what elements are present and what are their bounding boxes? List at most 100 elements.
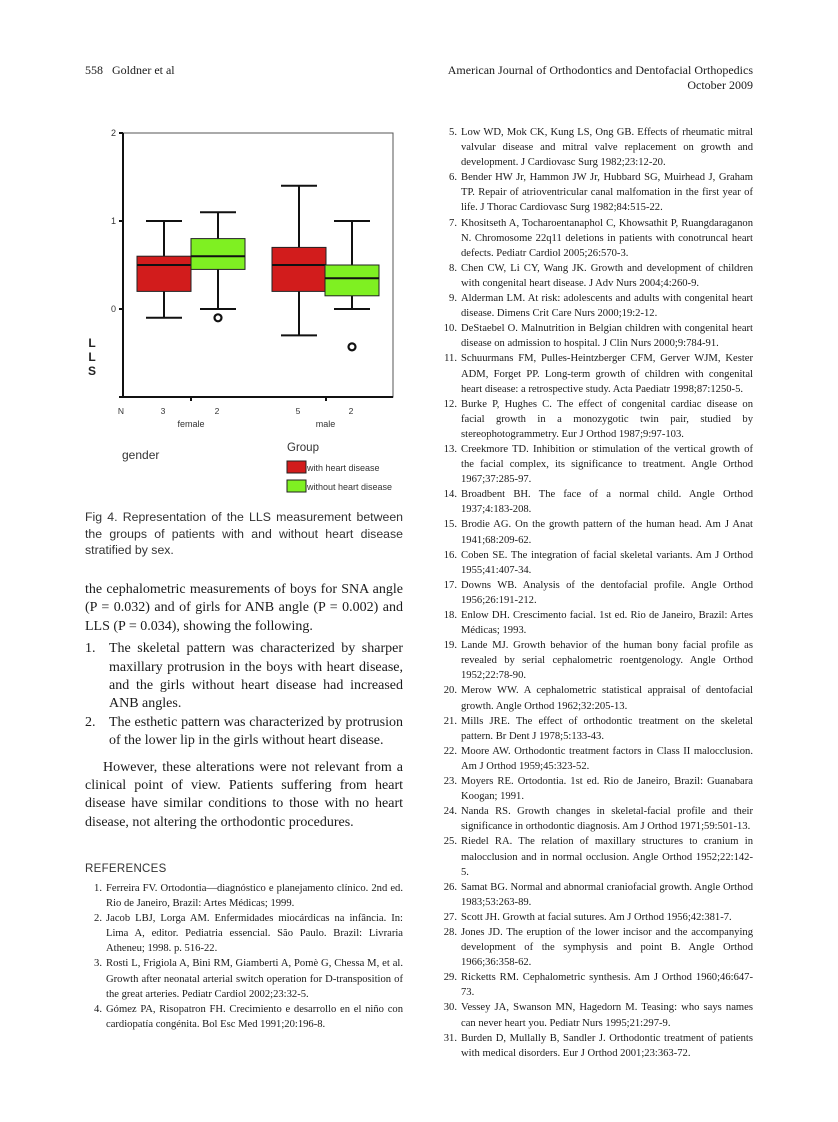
- item-text: Chen CW, Li CY, Wang JK. Growth and deve…: [461, 262, 753, 289]
- item-number: 29.: [443, 972, 457, 984]
- references-list-right: 5. Low WD, Mok CK, Kung LS, Ong GB. Effec…: [440, 125, 753, 1061]
- legend-entry: without heart disease: [306, 482, 392, 492]
- reference-item: 18. Enlow DH. Crescimento facial. 1st ed.…: [440, 608, 753, 638]
- item-text: Mills JRE. The effect of orthodontic tre…: [461, 715, 753, 742]
- figure-caption: Fig 4. Representation of the LLS measure…: [85, 510, 403, 558]
- item-text: Samat BG. Normal and abnormal craniofaci…: [461, 881, 753, 908]
- item-number: 2.: [85, 714, 96, 730]
- n-label: N: [118, 406, 124, 416]
- reference-item: 10. DeStaebel O. Malnutrition in Belgian …: [440, 321, 753, 351]
- item-number: 5.: [449, 127, 457, 138]
- y-axis-label-letter: S: [88, 364, 96, 378]
- item-number: 25.: [443, 836, 457, 848]
- item-number: 6.: [449, 172, 457, 184]
- item-number: 22.: [443, 745, 457, 757]
- reference-item: 8. Chen CW, Li CY, Wang JK. Growth and de…: [440, 261, 753, 291]
- item-text: Downs WB. Analysis of the dentofacial pr…: [461, 579, 753, 606]
- item-text: Vessey JA, Swanson MN, Hagedorn M. Teasi…: [461, 1002, 753, 1029]
- item-text: Schuurmans FM, Pulles-Heintzberger CFM, …: [461, 353, 753, 395]
- category-label: male: [316, 419, 336, 429]
- item-number: 3.: [94, 958, 102, 970]
- reference-item: 2. Jacob LBJ, Lorga AM. Enfermidades mioc…: [85, 911, 403, 956]
- finding-item: 2. The esthetic pattern was characterized…: [85, 714, 403, 751]
- item-text: Ferreira FV. Ortodontia—diagnóstico e pl…: [106, 883, 403, 910]
- item-text: Rosti L, Frigiola A, Bini RM, Giamberti …: [106, 958, 403, 1000]
- issue-date: October 2009: [687, 78, 753, 92]
- legend-entry: with heart disease: [306, 463, 380, 473]
- item-text: Nanda RS. Growth changes in skeletal-fac…: [461, 806, 753, 833]
- box: [136, 255, 192, 292]
- item-number: 28.: [443, 926, 457, 938]
- category-label: female: [177, 419, 204, 429]
- item-number: 4.: [94, 1003, 102, 1015]
- item-number: 23.: [443, 776, 457, 788]
- reference-item: 20. Merow WW. A cephalometric statistical…: [440, 683, 753, 713]
- item-text: Alderman LM. At risk: adolescents and ad…: [461, 293, 753, 320]
- item-number: 16.: [443, 549, 457, 561]
- item-text: Brodie AG. On the growth pattern of the …: [461, 519, 753, 546]
- n-count-label: 5: [296, 406, 301, 416]
- reference-item: 19. Lande MJ. Growth behavior of the huma…: [440, 638, 753, 683]
- outlier-point: [213, 313, 223, 323]
- item-text: Coben SE. The integration of facial skel…: [461, 549, 753, 576]
- item-number: 19.: [443, 640, 457, 652]
- legend-swatch: [286, 460, 307, 474]
- reference-item: 26. Samat BG. Normal and abnormal craniof…: [440, 880, 753, 910]
- item-text: Burden D, Mullally B, Sandler J. Orthodo…: [461, 1032, 753, 1059]
- references-list-left: 1. Ferreira FV. Ortodontia—diagnóstico e …: [85, 881, 403, 1032]
- item-text: Broadbent BH. The face of a normal child…: [461, 489, 753, 516]
- reference-item: 21. Mills JRE. The effect of orthodontic …: [440, 714, 753, 744]
- y-axis-label-letter: L: [88, 336, 95, 350]
- item-number: 8.: [449, 262, 457, 274]
- item-text: Bender HW Jr, Hammon JW Jr, Hubbard SG, …: [461, 172, 753, 214]
- item-number: 18.: [443, 610, 457, 621]
- item-text: Moore AW. Orthodontic treatment factors …: [461, 745, 753, 772]
- item-number: 30.: [443, 1002, 457, 1014]
- findings-list: 1. The skeletal pattern was characterized…: [85, 640, 403, 750]
- n-count-label: 2: [349, 406, 354, 416]
- reference-item: 5. Low WD, Mok CK, Kung LS, Ong GB. Effec…: [440, 125, 753, 170]
- reference-item: 22. Moore AW. Orthodontic treatment facto…: [440, 744, 753, 774]
- x-axis-label: gender: [122, 448, 159, 462]
- y-tick-label: 2: [111, 128, 116, 138]
- reference-item: 15. Brodie AG. On the growth pattern of t…: [440, 517, 753, 547]
- item-text: Moyers RE. Ortodontia. 1st ed. Rio de Ja…: [461, 776, 753, 803]
- item-text: The skeletal pattern was characterized b…: [109, 641, 403, 712]
- y-axis-label-letter: L: [88, 350, 95, 364]
- reference-item: 7. Khositseth A, Tocharoentanaphol C, Kho…: [440, 216, 753, 261]
- reference-item: 3. Rosti L, Frigiola A, Bini RM, Giambert…: [85, 956, 403, 1001]
- body-text: the cephalometric measurements of boys f…: [85, 581, 403, 832]
- reference-item: 11. Schuurmans FM, Pulles-Heintzberger CF…: [440, 351, 753, 396]
- item-text: Merow WW. A cephalometric statistical ap…: [461, 685, 753, 712]
- item-number: 31.: [443, 1032, 457, 1044]
- references-heading: REFERENCES: [85, 863, 167, 875]
- box-female-0: [136, 220, 192, 319]
- item-text: Scott JH. Growth at facial sutures. Am J…: [461, 911, 732, 923]
- item-text: Lande MJ. Growth behavior of the human b…: [461, 640, 753, 682]
- reference-item: 14. Broadbent BH. The face of a normal ch…: [440, 487, 753, 517]
- item-number: 14.: [443, 489, 457, 501]
- reference-item: 9. Alderman LM. At risk: adolescents and …: [440, 291, 753, 321]
- item-text: DeStaebel O. Malnutrition in Belgian chi…: [461, 323, 753, 350]
- item-number: 17.: [443, 579, 457, 591]
- legend-swatch: [286, 479, 307, 493]
- reference-item: 12. Burke P, Hughes C. The effect of cong…: [440, 397, 753, 442]
- reference-item: 6. Bender HW Jr, Hammon JW Jr, Hubbard SG…: [440, 170, 753, 215]
- running-header-left: 558 Goldner et al: [85, 63, 175, 77]
- item-text: Jacob LBJ, Lorga AM. Enfermidades miocár…: [106, 913, 403, 955]
- item-text: Burke P, Hughes C. The effect of congeni…: [461, 398, 753, 440]
- item-number: 12.: [443, 398, 457, 410]
- item-number: 9.: [449, 293, 457, 305]
- reference-item: 17. Downs WB. Analysis of the dentofacial…: [440, 578, 753, 608]
- item-number: 1.: [85, 641, 96, 657]
- item-number: 2.: [94, 913, 102, 925]
- item-text: Khositseth A, Tocharoentanaphol C, Khows…: [461, 217, 753, 259]
- item-number: 24.: [443, 806, 457, 818]
- n-count-label: 3: [161, 406, 166, 416]
- reference-item: 24. Nanda RS. Growth changes in skeletal-…: [440, 804, 753, 834]
- reference-item: 23. Moyers RE. Ortodontia. 1st ed. Rio de…: [440, 774, 753, 804]
- body-paragraph: However, these alterations were not rele…: [85, 759, 403, 830]
- reference-item: 4. Gómez PA, Risopatron FH. Crecimiento e…: [85, 1002, 403, 1032]
- item-text: The esthetic pattern was characterized b…: [109, 714, 403, 749]
